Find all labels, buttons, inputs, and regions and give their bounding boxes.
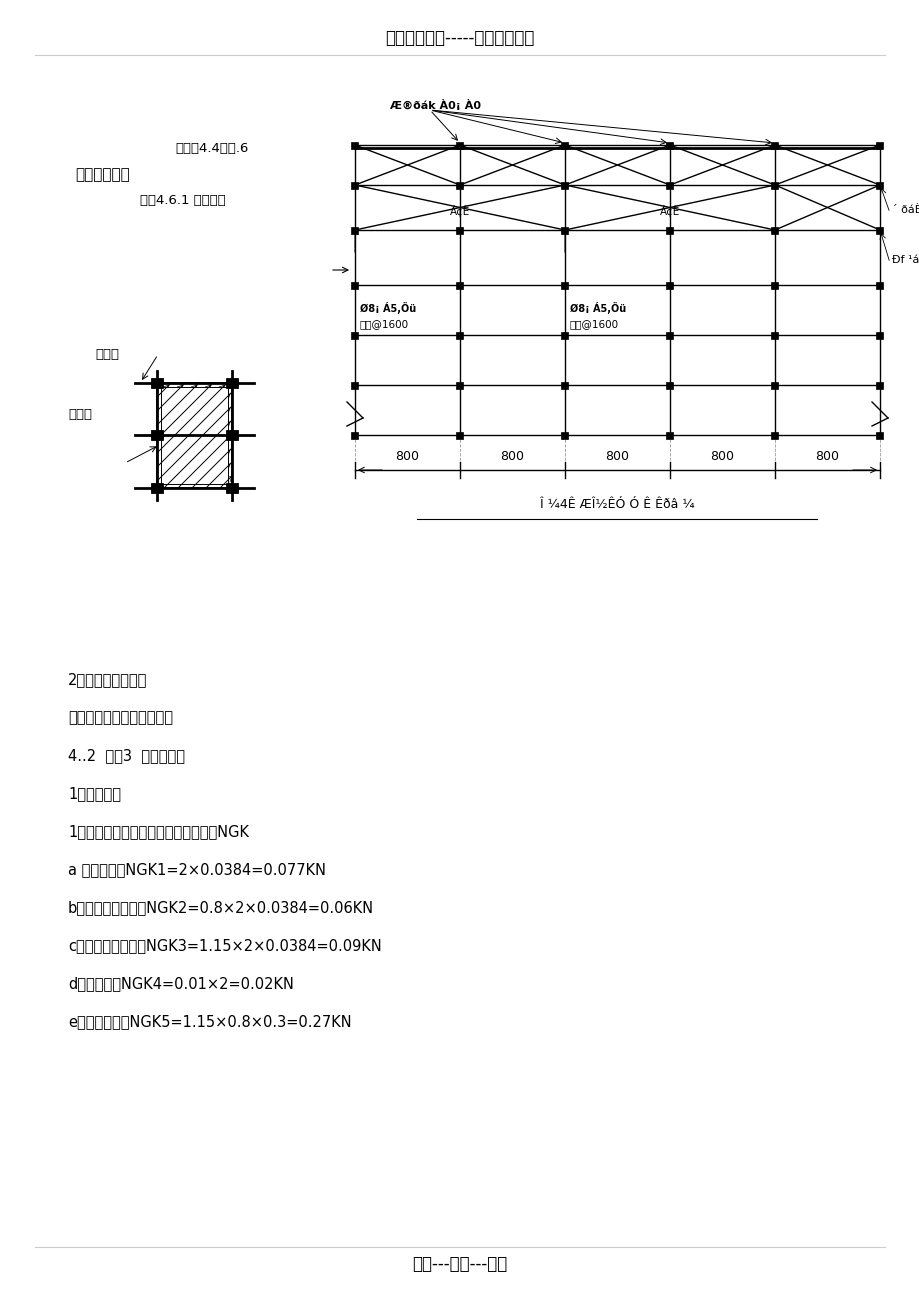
Text: 详见图4.4示。.6: 详见图4.4示。.6 — [175, 142, 248, 155]
Bar — [226, 430, 238, 440]
Bar — [152, 430, 164, 440]
Text: a 、立杆自重NGK1=2×0.0384=0.077KN: a 、立杆自重NGK1=2×0.0384=0.077KN — [68, 862, 325, 878]
Bar — [665, 227, 673, 233]
Bar — [456, 142, 463, 148]
Text: Î ¼4Ê ÆÎ½ÊÓ Ó Ê Êðâ ¼: Î ¼4Ê ÆÎ½ÊÓ Ó Ê Êðâ ¼ — [539, 499, 694, 512]
Text: 4..2  挑杆3  稳定性验算: 4..2 挑杆3 稳定性验算 — [68, 749, 185, 763]
Bar — [456, 281, 463, 289]
Bar — [771, 332, 777, 339]
Bar — [665, 431, 673, 439]
Bar — [561, 431, 568, 439]
Bar — [351, 227, 358, 233]
Text: 800: 800 — [709, 449, 733, 462]
Text: 1、荷载计算: 1、荷载计算 — [68, 786, 121, 802]
Bar — [665, 381, 673, 388]
Text: Æ®ðák À0¡ À0: Æ®ðák À0¡ À0 — [390, 99, 481, 111]
Bar — [226, 483, 238, 492]
Bar — [456, 181, 463, 189]
Bar — [456, 332, 463, 339]
Text: Á¢Ë: Á¢Ë — [449, 204, 470, 216]
Text: Ø8¡ Á5,Öü: Ø8¡ Á5,Öü — [359, 302, 415, 314]
Bar — [351, 332, 358, 339]
Bar — [771, 227, 777, 233]
Text: b、纵向水平杆自重NGK2=0.8×2×0.0384=0.06KN: b、纵向水平杆自重NGK2=0.8×2×0.0384=0.06KN — [68, 901, 374, 915]
Bar — [771, 142, 777, 148]
Bar — [771, 431, 777, 439]
Text: 挑杆@1600: 挑杆@1600 — [570, 319, 618, 329]
Text: 800: 800 — [605, 449, 629, 462]
Text: 专心---专注---专业: 专心---专注---专业 — [412, 1255, 507, 1273]
Bar — [771, 381, 777, 388]
Bar — [876, 227, 882, 233]
Bar — [665, 332, 673, 339]
Text: 短钢管: 短钢管 — [95, 349, 119, 362]
Text: 挑杆@1600: 挑杆@1600 — [359, 319, 409, 329]
Bar — [456, 381, 463, 388]
Bar — [771, 281, 777, 289]
Text: 2、挑杆稳定性验算: 2、挑杆稳定性验算 — [68, 673, 147, 687]
Bar — [876, 281, 882, 289]
Text: c、横向水平杆自重NGK3=1.15×2×0.0384=0.09KN: c、横向水平杆自重NGK3=1.15×2×0.0384=0.09KN — [68, 939, 381, 953]
Bar — [351, 142, 358, 148]
Text: ´ ðáË: ´ ðáË — [891, 204, 919, 215]
Bar — [152, 483, 164, 492]
Bar — [226, 378, 238, 388]
Bar — [456, 431, 463, 439]
Bar — [665, 281, 673, 289]
Bar — [876, 381, 882, 388]
Text: 见图4.6.1 所示做法: 见图4.6.1 所示做法 — [140, 194, 225, 207]
Text: e、脚手板自重NGK5=1.15×0.8×0.3=0.27KN: e、脚手板自重NGK5=1.15×0.8×0.3=0.27KN — [68, 1014, 351, 1030]
Bar — [665, 181, 673, 189]
Text: d、扣件自重NGK4=0.01×2=0.02KN: d、扣件自重NGK4=0.01×2=0.02KN — [68, 976, 293, 992]
Bar — [351, 281, 358, 289]
Bar — [561, 227, 568, 233]
Text: 1）支撑体系自重标准值产生的轴向力NGK: 1）支撑体系自重标准值产生的轴向力NGK — [68, 824, 249, 840]
Bar — [351, 431, 358, 439]
Bar — [561, 332, 568, 339]
Bar — [162, 387, 228, 483]
Bar — [665, 142, 673, 148]
Bar — [152, 378, 164, 388]
Text: Á¢Ë: Á¢Ë — [659, 204, 679, 216]
Text: 800: 800 — [814, 449, 839, 462]
Bar — [561, 181, 568, 189]
Bar — [876, 181, 882, 189]
Bar — [456, 227, 463, 233]
Bar — [561, 142, 568, 148]
Bar — [876, 142, 882, 148]
Bar — [351, 381, 358, 388]
Text: 精选优质文档-----倾情为你奉上: 精选优质文档-----倾情为你奉上 — [385, 29, 534, 47]
Bar — [561, 281, 568, 289]
Text: Ðf ¹áË: Ðf ¹áË — [891, 255, 919, 266]
Bar — [876, 332, 882, 339]
Bar — [561, 381, 568, 388]
Bar — [157, 383, 233, 487]
Text: 结构柱: 结构柱 — [68, 409, 92, 422]
Bar — [876, 431, 882, 439]
Text: 挑杆稳定性验算按下式计算: 挑杆稳定性验算按下式计算 — [68, 711, 173, 725]
Bar — [771, 181, 777, 189]
Bar — [351, 181, 358, 189]
Text: 连墙杆的设置: 连墙杆的设置 — [75, 168, 130, 182]
Text: 800: 800 — [395, 449, 419, 462]
Text: Ø8¡ Á5,Öü: Ø8¡ Á5,Öü — [570, 302, 626, 314]
Text: 800: 800 — [500, 449, 524, 462]
